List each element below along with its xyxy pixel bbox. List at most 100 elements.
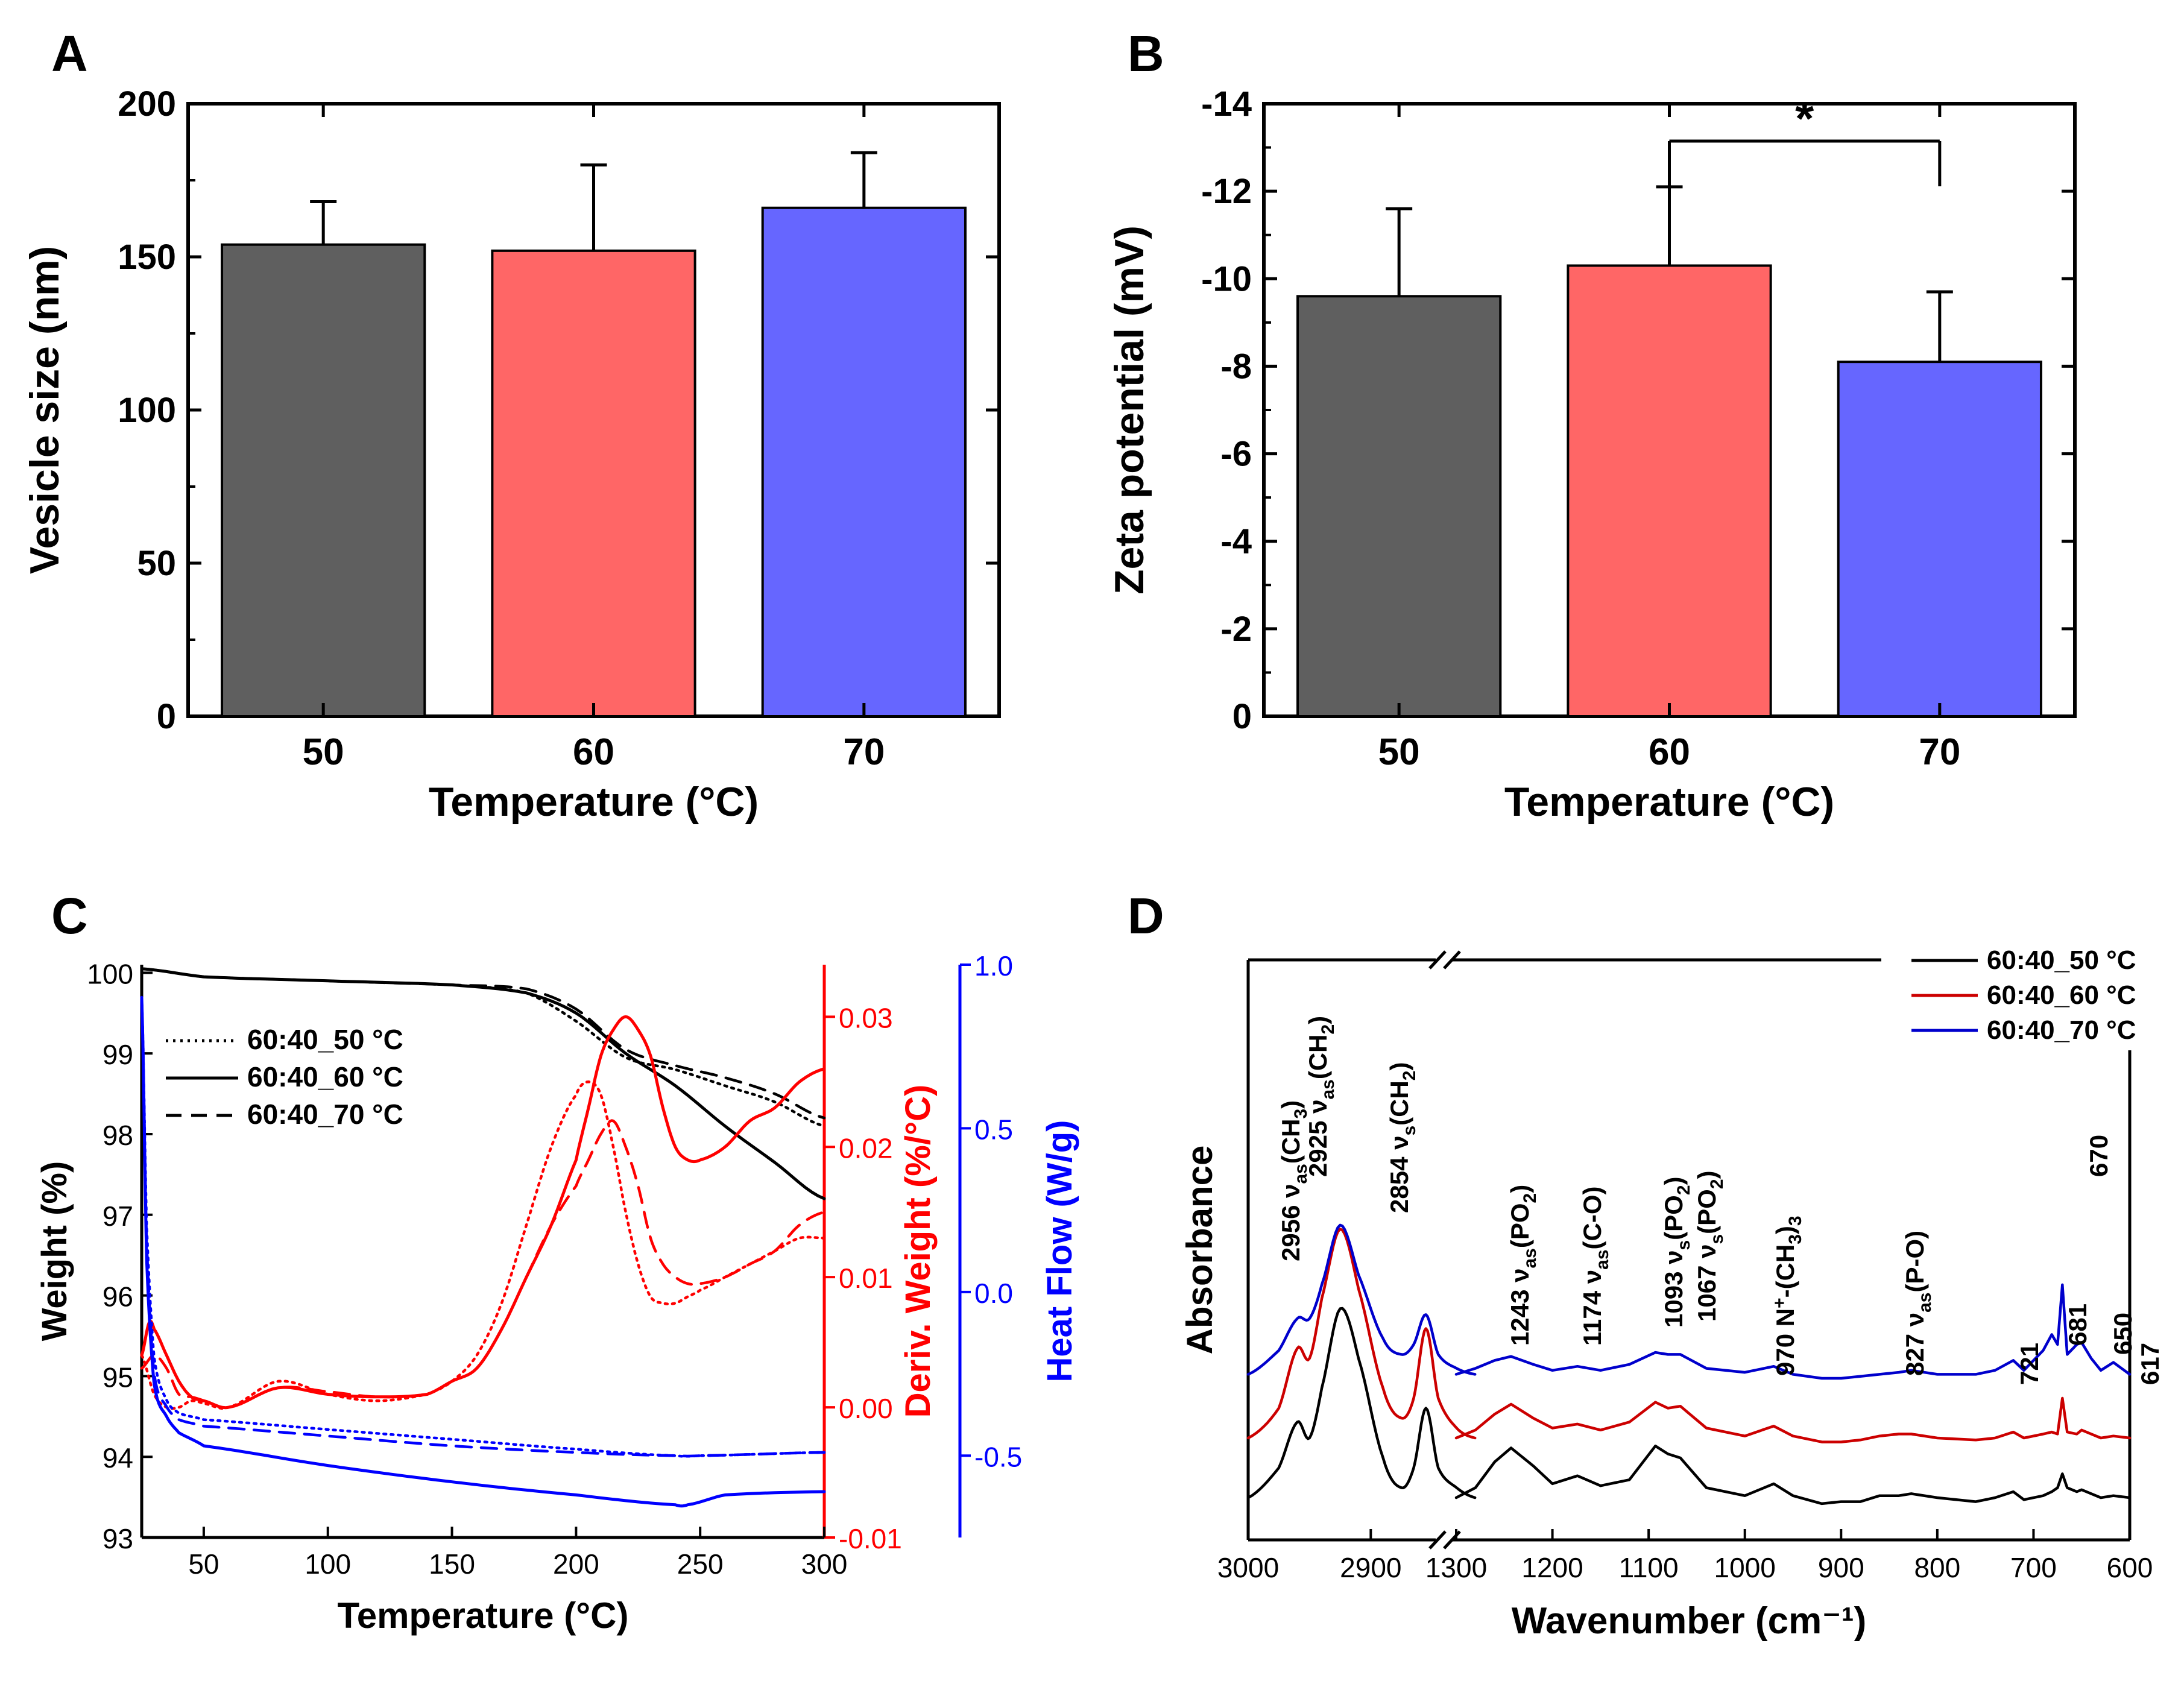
x-tick-label: 50	[1378, 731, 1420, 773]
axis-break-mark	[1443, 950, 1461, 970]
x-tick-label: 60	[1649, 731, 1690, 773]
y-tick-label: 94	[103, 1442, 133, 1474]
y-tick-label: 100	[87, 958, 133, 989]
series-right1-3	[140, 1080, 826, 1410]
peak-annotation-650: 650	[2109, 1313, 2137, 1355]
bar-50	[221, 243, 426, 717]
series-right1-4	[140, 1015, 826, 1410]
peak-annotation-2956: 2956 νas(CH3)	[1277, 1100, 1311, 1261]
y-axis-title-deriv: Deriv. Weight (%/°C)	[898, 1085, 938, 1418]
bar-70	[761, 206, 967, 718]
peak-annotation-827: 827 νas(P-O)	[1901, 1231, 1935, 1376]
y-tick-label: 93	[103, 1523, 133, 1554]
x-tick-label: 70	[843, 731, 885, 773]
x-tick-label: 200	[553, 1548, 599, 1580]
x-tick-label: 1100	[1619, 1552, 1679, 1583]
legend-entry: 60:40_60 °C	[247, 1061, 403, 1093]
legend-entry: 60:40_70 °C	[1987, 1015, 2136, 1045]
heat-tick-label: -0.5	[974, 1441, 1022, 1472]
x-axis-title: Wavenumber (cm⁻¹)	[1512, 1600, 1867, 1642]
spectrum-low-0	[1454, 1444, 2132, 1506]
bar-60	[1567, 264, 1772, 717]
x-tick-label: 50	[188, 1548, 219, 1580]
deriv-tick-label: -0.01	[839, 1523, 902, 1554]
y-tick-label: 50	[137, 544, 176, 583]
x-tick-label: 1200	[1521, 1552, 1583, 1583]
x-tick-label: 300	[801, 1548, 848, 1580]
peak-annotation-1174: 1174 νas(C-O)	[1578, 1187, 1612, 1346]
y-tick-label: -10	[1201, 259, 1252, 298]
y-tick-label: 0	[157, 697, 176, 736]
bar-50	[1296, 295, 1502, 718]
peak-annotation-617: 617	[2136, 1343, 2164, 1385]
bar-60	[491, 249, 696, 717]
heat-tick-label: 0.0	[974, 1278, 1013, 1309]
panel-label: C	[51, 888, 88, 944]
y-axis-title-heat: Heat Flow (W/g)	[1040, 1120, 1079, 1383]
y-tick-label: -6	[1220, 435, 1252, 474]
x-axis-title: Temperature (°C)	[1504, 779, 1834, 825]
deriv-tick-label: 0.01	[839, 1263, 893, 1294]
x-tick-label: 50	[303, 731, 344, 773]
x-tick-label: 3000	[1217, 1552, 1279, 1583]
panel-c: C 93 94 95 96 97 98 99 100 -0.01 0.00 0.01 0.02 0.03 -…	[35, 888, 1079, 1636]
x-tick-label: 60	[573, 731, 614, 773]
legend-entry: 60:40_60 °C	[1987, 980, 2136, 1010]
y-axis-title-weight: Weight (%)	[35, 1161, 74, 1342]
series-left-1	[140, 967, 826, 1200]
y-tick-label: 0	[1232, 697, 1252, 736]
bar-70	[1837, 361, 2042, 717]
series-right2-8	[140, 996, 826, 1458]
y-tick-label: 97	[103, 1200, 133, 1232]
panel-b: B 0 -2 -4 -6 -8 -10 -12 -14 50 60 70 Temperature (°C…	[1106, 25, 2077, 825]
x-tick-label: 800	[1914, 1552, 1960, 1583]
peak-annotation-721: 721	[2015, 1343, 2044, 1385]
y-tick-label: -12	[1201, 172, 1252, 211]
x-tick-label: 700	[2010, 1552, 2057, 1583]
y-axis-title: Zeta potential (mV)	[1106, 225, 1152, 594]
series-left-0	[140, 967, 826, 1127]
peak-annotation-670: 670	[2085, 1135, 2113, 1177]
x-tick-label: 1000	[1714, 1552, 1776, 1583]
y-tick-label: -8	[1220, 347, 1252, 386]
deriv-tick-label: 0.00	[839, 1393, 893, 1424]
y-tick-label: -14	[1201, 84, 1252, 124]
series-left-2	[140, 967, 826, 1120]
spectrum-low-2	[1454, 1283, 2132, 1380]
x-tick-label: 250	[677, 1548, 724, 1580]
panel-label: A	[51, 25, 88, 82]
y-tick-label: 96	[103, 1281, 133, 1313]
axis-break-mark	[1428, 950, 1447, 970]
x-tick-label: 600	[2107, 1552, 2153, 1583]
y-tick-label: 98	[103, 1120, 133, 1151]
peak-annotation-1243: 1243 νas(PO2)	[1506, 1185, 1540, 1346]
spectrum-low-1	[1454, 1396, 2132, 1443]
series-right2-7	[140, 995, 826, 1508]
y-tick-label: -2	[1220, 610, 1252, 649]
x-tick-label: 2900	[1340, 1552, 1401, 1583]
x-tick-label: 70	[1919, 731, 1960, 773]
peak-annotation-1093: 1093 νs(PO2)	[1659, 1176, 1694, 1328]
x-axis-title: Temperature (°C)	[429, 779, 759, 825]
series-right1-5	[140, 1119, 826, 1410]
y-tick-label: 99	[103, 1039, 133, 1070]
panel-a: A 0 50 100 150 200 50 60 70 Temperature (°C) Vesic…	[22, 25, 1001, 825]
heat-tick-label: 0.5	[974, 1114, 1013, 1145]
axis-break-mark	[1428, 1530, 1447, 1550]
y-axis-title: Absorbance	[1179, 1146, 1220, 1355]
legend-entry: 60:40_50 °C	[247, 1024, 403, 1055]
y-tick-label: 150	[118, 238, 176, 277]
x-tick-label: 150	[429, 1548, 475, 1580]
y-axis-title: Vesicle size (nm)	[22, 246, 68, 574]
peak-annotation-681: 681	[2063, 1304, 2092, 1346]
panel-label: D	[1128, 888, 1164, 944]
x-axis-title: Temperature (°C)	[338, 1595, 629, 1636]
panel-d: D 3000 2900 1300 1200 1100 1000 900 800 700 600 Wav…	[1128, 888, 2164, 1642]
significance-star: *	[1795, 92, 1814, 145]
peak-annotation-2925: 2925 νas(CH2)	[1304, 1016, 1338, 1177]
deriv-tick-label: 0.03	[839, 1002, 893, 1033]
panel-label: B	[1128, 25, 1164, 82]
legend-entry: 60:40_70 °C	[247, 1099, 403, 1130]
